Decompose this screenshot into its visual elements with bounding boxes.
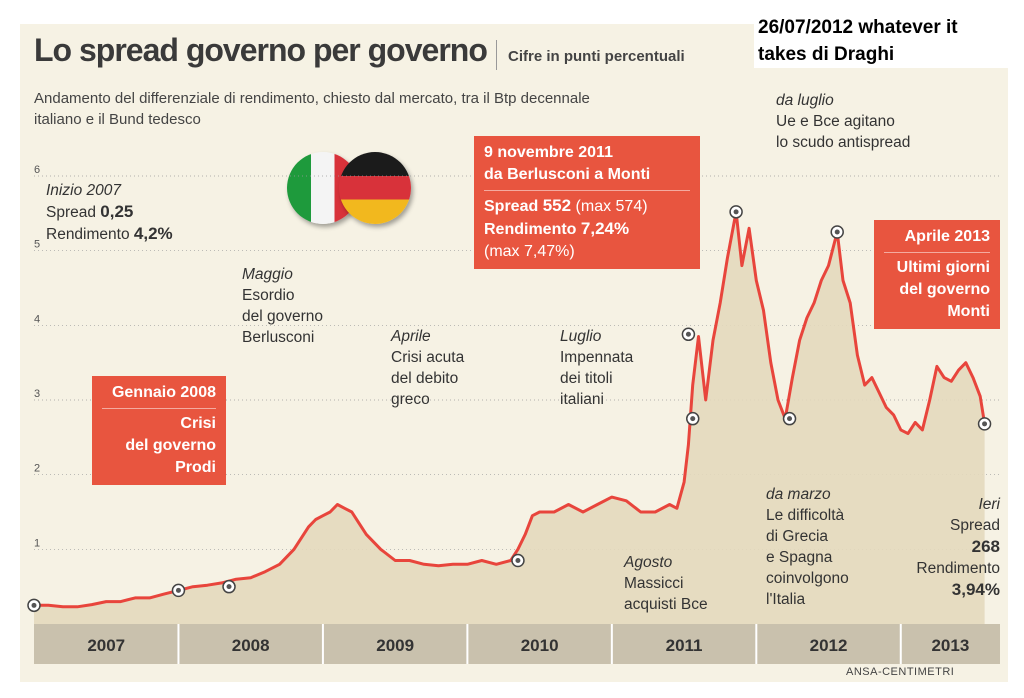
- annotation-aprile: Aprile Crisi acuta del debito greco: [391, 326, 464, 410]
- box-line: Ultimi giorni: [896, 259, 990, 276]
- box-line: (max 7,47%): [484, 243, 575, 260]
- event-marker-dot: [733, 209, 739, 215]
- event-marker-dot: [982, 421, 988, 427]
- annotation-line: del governo: [242, 308, 324, 325]
- event-marker-dot: [515, 558, 521, 564]
- annotation-value: 0,25: [100, 202, 134, 221]
- year-label: 2012: [810, 636, 848, 655]
- annotation-value: 268: [971, 537, 1000, 556]
- y-tick-label: 5: [34, 239, 40, 251]
- draghi-note: 26/07/2012 whatever it takes di Draghi: [754, 14, 1012, 68]
- spread-line: [34, 210, 987, 609]
- annotation-line: greco: [391, 391, 430, 408]
- year-label: 2010: [521, 636, 559, 655]
- annotation-head: Agosto: [624, 554, 673, 571]
- annotation-label: Rendimento: [46, 226, 130, 243]
- annotation-line: Le difficoltà: [766, 507, 845, 524]
- chart-title: Lo spread governo per governo: [34, 32, 488, 68]
- year-band: [34, 624, 1000, 664]
- box-line: Rendimento 7,24%: [484, 219, 630, 238]
- event-marker-dot: [226, 584, 232, 590]
- annotation-line: coinvolgono: [766, 570, 849, 587]
- annotation-line: dei titoli: [560, 370, 613, 387]
- annotation-line: Impennata: [560, 349, 634, 366]
- box-line: Gennaio 2008: [111, 384, 216, 401]
- box-line: del governo: [899, 281, 990, 298]
- spread-area: [34, 211, 985, 625]
- annotation-label: Spread: [46, 204, 96, 221]
- source-credit: ANSA-CENTIMETRI: [846, 666, 955, 678]
- box-line: Aprile 2013: [904, 228, 990, 245]
- box-line: Monti: [947, 303, 990, 320]
- box-aprile-2013: Aprile 2013 Ultimi giorni del governo Mo…: [874, 220, 1000, 329]
- year-label: 2009: [376, 636, 414, 655]
- box-line: Spread 552 (max 574): [484, 196, 648, 215]
- annotation-da-luglio: da luglio Ue e Bce agitano lo scudo anti…: [776, 90, 910, 153]
- y-tick-label: 4: [34, 313, 40, 325]
- annotation-head: da marzo: [766, 486, 831, 503]
- year-label: 2013: [931, 636, 969, 655]
- annotation-agosto: Agosto Massicci acquisti Bce: [624, 552, 708, 615]
- box-divider: [102, 408, 216, 409]
- annotation-line: Berlusconi: [242, 329, 315, 346]
- event-marker-dot: [834, 229, 840, 235]
- event-marker-dot: [690, 416, 696, 422]
- annotation-head: Inizio 2007: [46, 182, 121, 199]
- annotation-line: Ue e Bce agitano: [776, 113, 895, 130]
- annotation-line: del debito: [391, 370, 459, 387]
- year-label: 2011: [666, 636, 703, 655]
- annotation-line: di Grecia: [766, 528, 829, 545]
- year-label: 2007: [87, 636, 125, 655]
- annotation-value: 4,2%: [133, 224, 173, 243]
- annotation-head: da luglio: [776, 92, 834, 109]
- annotation-line: Esordio: [242, 287, 295, 304]
- chart-subtitle: Cifre in punti percentuali: [508, 48, 685, 65]
- annotation-line: lo scudo antispread: [776, 134, 911, 151]
- annotation-label: Spread: [950, 517, 1000, 534]
- annotation-value: 3,94%: [951, 580, 1000, 599]
- annotation-line: italiani: [560, 391, 604, 408]
- box-line: Crisi: [180, 415, 216, 432]
- event-marker-dot: [175, 587, 181, 593]
- box-gennaio-2008: Gennaio 2008 Crisi del governo Prodi: [92, 376, 226, 485]
- annotation-line: Crisi acuta: [391, 349, 465, 366]
- box-line: del governo: [125, 437, 216, 454]
- annotation-ieri: Ieri Spread 268 Rendimento 3,94%: [896, 494, 1000, 601]
- box-line: da Berlusconi a Monti: [484, 166, 651, 183]
- annotation-line: Massicci: [624, 575, 684, 592]
- annotation-head: Ieri: [978, 496, 1000, 513]
- annotation-line: acquisti Bce: [624, 596, 708, 613]
- y-tick-label: 6: [34, 164, 40, 176]
- annotation-da-marzo: da marzo Le difficoltà di Grecia e Spagn…: [766, 484, 849, 610]
- annotation-label: Rendimento: [916, 560, 1000, 577]
- event-marker-dot: [685, 331, 691, 337]
- y-tick-label: 1: [34, 537, 40, 549]
- annotation-head: Maggio: [242, 266, 293, 283]
- year-label: 2008: [232, 636, 270, 655]
- annotation-head: Aprile: [391, 328, 431, 345]
- title-separator: [496, 40, 497, 70]
- y-tick-label: 2: [34, 463, 40, 475]
- box-line: 9 novembre 2011: [484, 144, 613, 161]
- event-marker-dot: [31, 602, 37, 608]
- event-marker-dot: [787, 416, 793, 422]
- box-divider: [884, 252, 990, 253]
- annotation-maggio: Maggio Esordio del governo Berlusconi: [242, 264, 323, 348]
- germany-flag-icon: [339, 152, 411, 224]
- chart-description: Andamento del differenziale di rendiment…: [34, 90, 590, 128]
- annotation-inizio-2007: Inizio 2007 Spread 0,25 Rendimento 4,2%: [46, 180, 173, 245]
- annotation-luglio: Luglio Impennata dei titoli italiani: [560, 326, 633, 410]
- y-tick-label: 3: [34, 388, 40, 400]
- annotation-head: Luglio: [560, 328, 602, 345]
- annotation-line: e Spagna: [766, 549, 833, 566]
- annotation-line: l'Italia: [766, 591, 806, 608]
- box-line: Prodi: [175, 459, 216, 476]
- box-novembre-2011: 9 novembre 2011 da Berlusconi a Monti Sp…: [474, 136, 700, 269]
- box-divider: [484, 190, 690, 191]
